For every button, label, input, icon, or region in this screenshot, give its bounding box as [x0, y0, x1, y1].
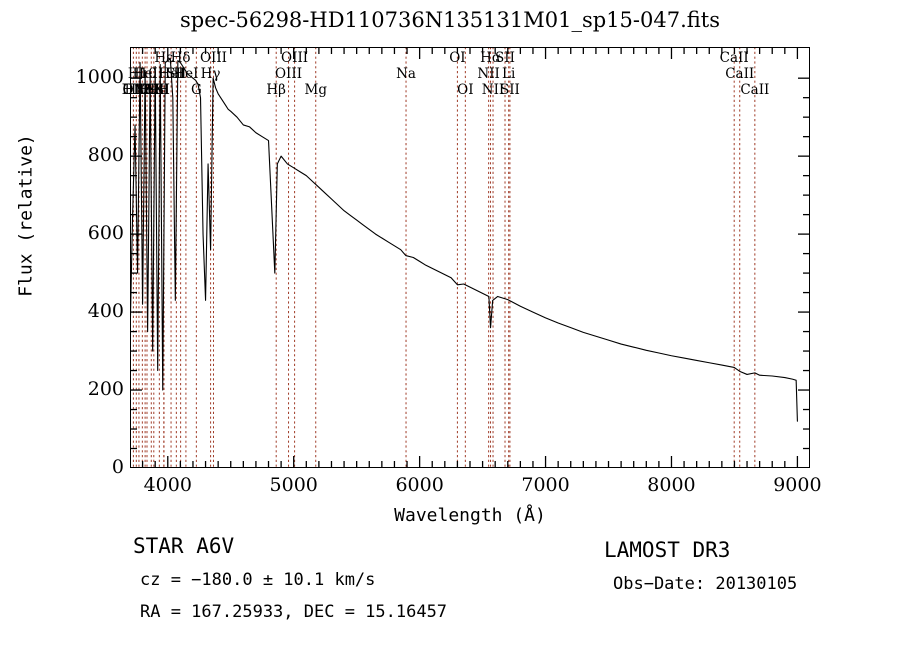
y-tick-label: 600	[87, 222, 124, 245]
y-tick-label: 400	[87, 300, 124, 323]
page-title: spec-56298-HD110736N135131M01_sp15-047.f…	[179, 8, 720, 32]
y-axis-label: Flux (relative)	[15, 134, 37, 297]
plot-frame	[130, 47, 810, 469]
redshift-velocity-text: cz = −180.0 ± 10.1 km/s	[140, 570, 376, 590]
y-tick-label: 200	[87, 378, 124, 401]
x-tick-label: 5000	[269, 474, 318, 496]
x-axis-label: Wavelength (Å)	[394, 505, 546, 526]
spectrum-curve	[130, 58, 798, 422]
object-class-text: STAR A6V	[133, 534, 235, 558]
survey-name-text: LAMOST DR3	[604, 538, 731, 562]
x-tick-label: 6000	[395, 474, 444, 496]
observation-date-text: Obs−Date: 20130105	[613, 574, 798, 594]
spectrum-svg	[130, 47, 798, 468]
y-tick-label: 800	[87, 144, 124, 167]
x-tick-label: 8000	[647, 474, 696, 496]
marker-line-group	[132, 47, 756, 468]
y-axis-ticklabels: 0 200 400 600 800 1000	[58, 47, 124, 477]
spectrum-plot-area	[130, 47, 810, 468]
y-tick-label: 0	[111, 456, 124, 478]
x-axis-ticklabels: 4000 5000 6000 7000 8000 9000	[130, 474, 822, 500]
x-tick-label: 7000	[521, 474, 570, 496]
x-tick-label: 9000	[773, 474, 822, 496]
y-tick-label: 1000	[75, 66, 124, 89]
axis-ticks	[131, 48, 809, 469]
coordinates-text: RA = 167.25933, DEC = 15.16457	[140, 602, 448, 622]
x-tick-label: 4000	[143, 474, 192, 496]
